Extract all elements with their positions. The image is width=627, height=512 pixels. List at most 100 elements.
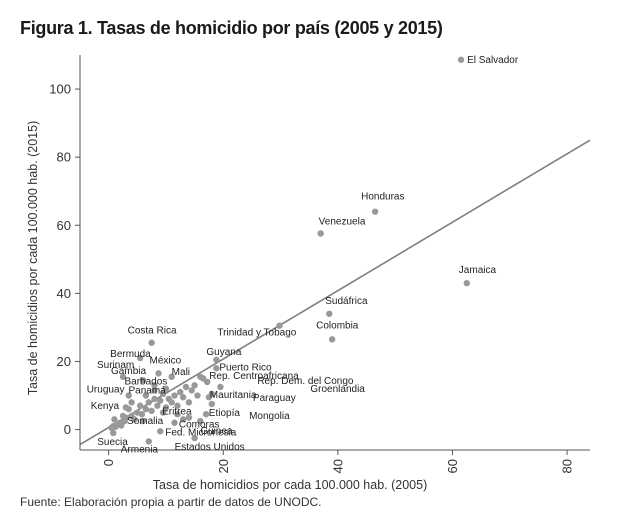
point-label: Suecia [97,437,128,448]
point-label: Bermuda [110,349,151,360]
point-label: Eritrea [162,407,192,418]
point-label: Etiopía [209,408,241,419]
data-point [159,390,167,398]
data-point-armenia [145,438,152,445]
data-point-somalia [139,417,147,425]
data-point-comoras [185,414,193,421]
data-point [136,402,144,409]
point-label: Uruguay [87,385,125,396]
point-label: Colombia [316,320,359,331]
point-label: Costa Rica [128,326,177,337]
point-label: Fed. Micronesia [165,427,237,438]
data-point-mongolia [202,411,210,418]
data-point-etiop-a [208,400,215,408]
data-point-colombia [328,336,336,343]
source-note: Fuente: Elaboración propia a partir de d… [20,495,322,509]
y-tick-label: 20 [57,354,71,369]
point-label: Jamaica [459,265,497,276]
point-label: Comoras [179,420,220,431]
data-point-puerto-rico [213,365,220,372]
data-point-uruguay [125,392,132,399]
y-tick-label: 0 [64,422,71,437]
data-point [118,422,125,429]
data-point [148,407,155,415]
point-label: Gambia [111,366,146,377]
data-point [162,385,170,392]
data-point [182,383,190,391]
data-point [151,395,158,403]
data-point [174,402,181,409]
data-point-jamaica [463,279,470,287]
data-point [194,392,201,399]
data-point [138,411,146,418]
data-point-guyana [213,356,220,363]
data-point-eritrea [159,409,167,416]
point-label: Honduras [361,192,404,203]
data-point [145,399,152,406]
data-point-bermuda [136,354,144,362]
point-label: Rep. Centroafricana [209,371,299,382]
data-point-costa-rica [148,339,155,346]
y-tick-label: 60 [57,218,71,233]
y-tick-label: 100 [49,82,71,97]
data-point-paraguay [205,394,213,401]
point-label: Paraguay [253,393,296,404]
x-tick-label: 60 [445,459,460,473]
data-point-venezuela [317,230,324,237]
data-point-panam- [151,387,158,394]
x-tick-label: 40 [330,459,345,473]
point-label: Rep. Dem. del Congo [257,376,354,387]
data-point [191,382,198,389]
data-point [122,404,130,411]
data-point [179,416,187,423]
data-point-honduras [371,208,379,215]
x-tick-label: 80 [560,459,575,473]
point-label: Mongolia [249,411,290,422]
data-point [157,397,164,404]
data-point [200,375,207,382]
point-label: Somalia [127,416,164,427]
point-label: Mali [172,367,190,378]
point-label: Panamá [128,385,166,396]
y-tick-label: 40 [57,286,71,301]
data-point-estados-unidos [191,434,198,442]
data-point-fed-micronesia [157,428,164,435]
data-point-el-salvador [457,56,465,63]
x-axis-title: Tasa de homicidios por cada 100.000 hab.… [153,478,428,492]
point-label: Groenlandia [310,384,365,395]
data-point [142,392,150,399]
y-tick-label: 80 [57,150,71,165]
data-point [154,402,161,409]
point-label: Kenya [91,401,120,412]
data-point-barbados [151,382,158,389]
data-point-surinam [119,373,127,380]
data-point [111,416,118,423]
point-label: Barbados [124,376,167,387]
data-point [128,399,135,406]
data-point [171,419,178,426]
x-tick-label: 0 [101,459,116,466]
data-point [171,392,178,399]
data-point [168,399,175,406]
point-label: Puerto Rico [219,362,272,373]
data-point [119,412,127,420]
point-label: El Salvador [467,55,519,66]
data-point [174,411,181,418]
point-label: Guyana [206,347,241,358]
data-point-groenlandia [217,383,224,391]
data-point-gambia [139,376,147,384]
data-point [179,394,187,401]
data-point [177,388,184,396]
point-label: México [150,355,182,366]
data-point-mali [168,373,175,380]
data-point-guinea [197,417,204,425]
point-label: Mauritania [210,390,257,401]
data-point [188,387,195,394]
point-label: Sudáfrica [325,296,368,307]
point-label: Armenia [121,444,159,455]
figure-title: Figura 1. Tasas de homicidio por país (2… [20,18,443,38]
x-tick-label: 20 [216,459,231,473]
data-point [162,404,170,411]
data-point [185,399,193,406]
